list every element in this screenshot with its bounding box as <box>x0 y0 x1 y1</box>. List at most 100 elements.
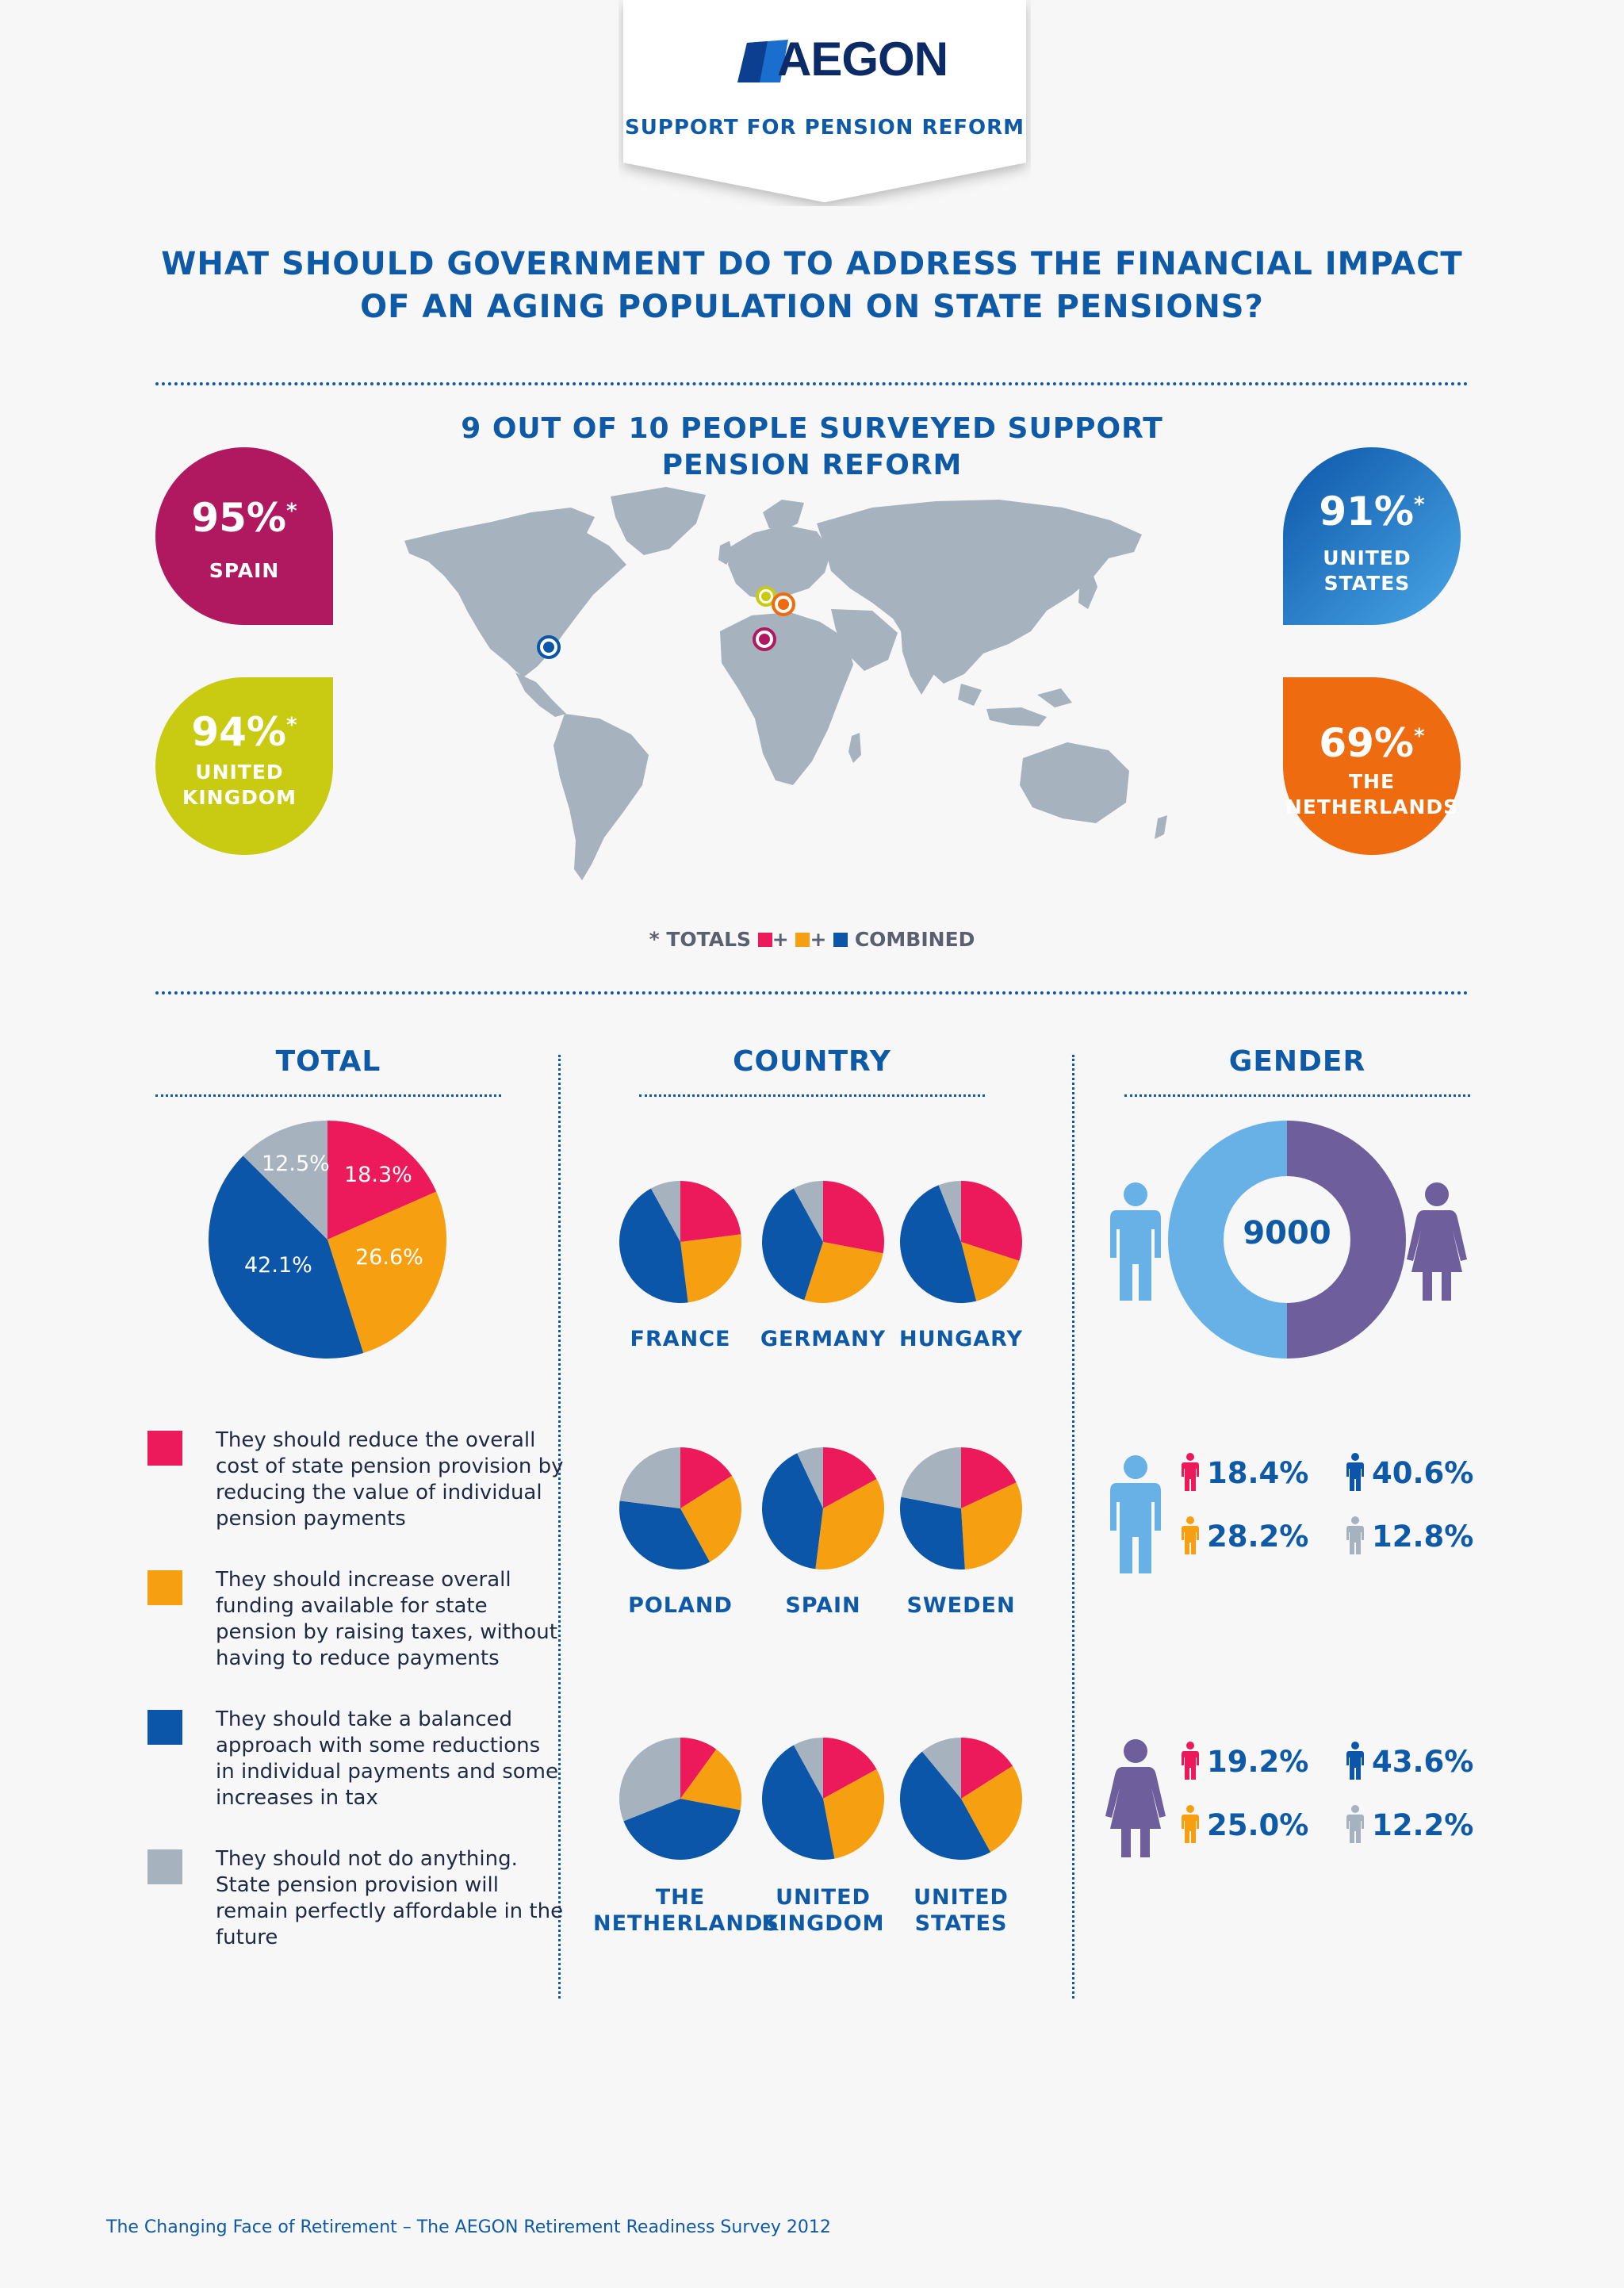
survey-title: 9 OUT OF 10 PEOPLE SURVEYED SUPPORT PENS… <box>461 412 1163 481</box>
pie-germany-slice-reduce <box>823 1181 885 1254</box>
header-banner: AEGON SUPPORT FOR PENSION REFORM <box>619 0 1031 206</box>
male-increase-person-icon <box>1182 1516 1199 1558</box>
bubble-spain-shape <box>155 447 333 625</box>
country-label-sweden: SWEDEN <box>906 1593 1016 1618</box>
bubble-nl-pct: 69%* <box>1319 720 1425 766</box>
total-pie-slice-balanced <box>208 1155 364 1359</box>
aegon-logo-text: AEGON <box>777 33 948 86</box>
pie-the-netherlands-slice-increase <box>680 1749 742 1811</box>
pie-sweden-slice-nothing <box>901 1447 961 1508</box>
female-balanced-person-icon <box>1346 1742 1364 1783</box>
legend-swatch-balanced <box>147 1710 182 1745</box>
bubble-us-shape <box>1283 447 1461 625</box>
bubble-spain-label: SPAIN <box>209 559 280 582</box>
pie-united-kingdom-slice-nothing <box>793 1738 823 1799</box>
bubble-nl-label: THE NETHERLANDS <box>1285 770 1459 818</box>
pie-france-slice-reduce <box>680 1181 741 1242</box>
pie-united-kingdom-slice-balanced <box>761 1745 835 1861</box>
pie-spain-slice-increase <box>815 1478 885 1569</box>
legend-text-increase: They should increase overall funding ava… <box>216 1568 557 1670</box>
donut-hole <box>1224 1176 1350 1303</box>
total-pie-slice-nothing <box>243 1121 327 1240</box>
total-label-balanced: 42.1% <box>244 1253 312 1278</box>
pie-germany-slice-balanced <box>761 1188 823 1301</box>
legend-text-nothing: They should not do anything. State pensi… <box>216 1847 564 1949</box>
world-map <box>404 487 1167 880</box>
pie-germany <box>761 1181 885 1303</box>
female-stats-icon <box>1105 1739 1166 1857</box>
pie-poland-slice-reduce <box>680 1447 733 1508</box>
pie-united-states-slice-reduce <box>961 1738 1013 1799</box>
bubble-netherlands: 69%* THE NETHERLANDS <box>1283 677 1461 855</box>
pie-poland <box>619 1447 742 1570</box>
section-title-gender: GENDER <box>1228 1045 1366 1078</box>
bubble-united-states: 91%* UNITED STATES <box>1283 447 1461 625</box>
pie-france <box>619 1181 741 1303</box>
pie-united-kingdom-slice-reduce <box>823 1738 877 1799</box>
total-label-nothing: 12.5% <box>262 1152 330 1176</box>
pie-sweden-slice-balanced <box>899 1497 965 1570</box>
bubble-us-pct: 91%* <box>1319 489 1425 535</box>
pie-hungary-slice-nothing <box>938 1181 961 1242</box>
pie-the-netherlands-slice-balanced <box>623 1799 741 1861</box>
total-label-increase: 26.6% <box>355 1245 423 1270</box>
pie-hungary <box>900 1181 1022 1303</box>
country-label-germany: GERMANY <box>760 1327 887 1351</box>
note-swatch-increase <box>795 933 810 947</box>
female-increase-person-icon <box>1182 1805 1199 1846</box>
total-pie-slice-reduce <box>327 1121 437 1240</box>
pie-united-states <box>899 1738 1023 1861</box>
pie-france-slice-nothing <box>650 1181 680 1242</box>
female-icon <box>1407 1182 1467 1301</box>
pie-the-netherlands <box>619 1738 742 1861</box>
pie-poland-slice-balanced <box>619 1500 710 1570</box>
country-label-united-states: UNITED STATES <box>914 1885 1009 1936</box>
divider-vertical-2 <box>1072 1055 1074 1999</box>
country-label-spain: SPAIN <box>785 1593 861 1618</box>
note-swatch-reduce <box>757 933 772 947</box>
total-label-reduce: 18.3% <box>344 1163 412 1187</box>
bubble-spain-pct: 95%* <box>191 495 297 541</box>
pie-sweden-slice-increase <box>961 1482 1023 1569</box>
pie-hungary-slice-reduce <box>961 1181 1022 1261</box>
male-reduce-person-icon <box>1182 1453 1199 1494</box>
female-stat-reduce: 19.2% <box>1207 1745 1309 1779</box>
pie-poland-slice-increase <box>680 1475 742 1562</box>
bubble-united-kingdom: 94%* UNITED KINGDOM <box>155 677 333 855</box>
legend-swatch-nothing <box>147 1849 182 1884</box>
legend-swatch-reduce <box>147 1431 182 1466</box>
banner-shape <box>623 0 1026 202</box>
divider-middle <box>155 991 1469 995</box>
underline-gender <box>1124 1094 1470 1097</box>
footer-source: The Changing Face of Retirement – The AE… <box>106 2217 831 2237</box>
gender-total-count: 9000 <box>1243 1215 1331 1251</box>
note-swatch-balanced <box>833 933 848 947</box>
section-title-total: TOTAL <box>275 1045 381 1078</box>
pie-hungary-slice-increase <box>961 1242 1020 1301</box>
country-label-hungary: HUNGARY <box>898 1327 1024 1351</box>
legend-text-reduce: They should reduce the overall cost of s… <box>216 1428 564 1531</box>
male-balanced-person-icon <box>1346 1453 1364 1494</box>
pie-france-slice-balanced <box>619 1188 688 1303</box>
divider-top <box>155 382 1469 385</box>
pie-united-states-slice-nothing <box>921 1738 961 1799</box>
banner-subtitle: SUPPORT FOR PENSION REFORM <box>624 116 1025 140</box>
male-stat-reduce: 18.4% <box>1207 1456 1309 1490</box>
male-icon <box>1110 1182 1161 1301</box>
country-label-france: FRANCE <box>630 1327 731 1351</box>
total-pie-chart <box>208 1121 447 1359</box>
female-stat-nothing: 12.2% <box>1372 1808 1474 1842</box>
male-stat-increase: 28.2% <box>1207 1520 1309 1554</box>
pie-hungary-slice-balanced <box>900 1185 977 1303</box>
totals-note: * TOTALS + + COMBINED <box>649 928 975 951</box>
male-nothing-person-icon <box>1346 1516 1364 1558</box>
gender-donut-chart <box>1168 1121 1406 1359</box>
female-stat-increase: 25.0% <box>1207 1808 1309 1842</box>
total-pie-slice-increase <box>327 1191 447 1354</box>
country-label-the-netherlands: THE NETHERLANDS <box>593 1885 779 1936</box>
male-stat-nothing: 12.8% <box>1372 1520 1474 1554</box>
legend-text-balanced: They should take a balanced approach wit… <box>216 1707 558 1810</box>
female-stat-balanced: 43.6% <box>1372 1745 1474 1779</box>
bubble-spain: 95%* SPAIN <box>155 447 333 625</box>
country-label-poland: POLAND <box>628 1593 733 1618</box>
